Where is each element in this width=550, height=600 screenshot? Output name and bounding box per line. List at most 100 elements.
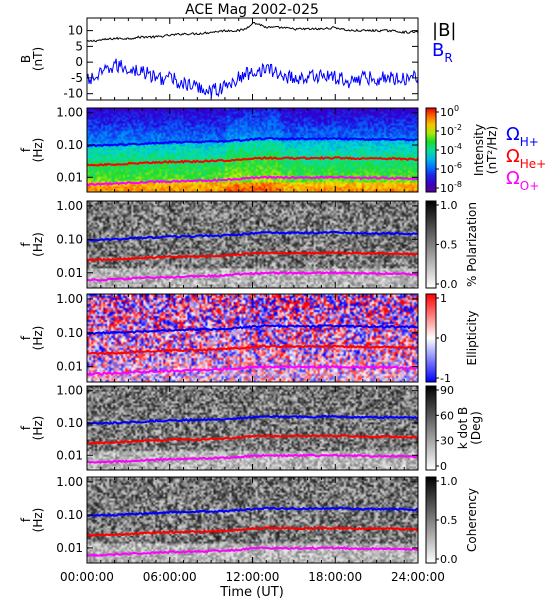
colorbar-tick-label: 1.0 [440, 475, 458, 488]
colorbar-tick-base: 10 [440, 125, 454, 138]
colorbar-tick-label: 1.0 [440, 199, 458, 212]
omega-symbol: Ω [506, 146, 520, 167]
colorbar-tick-label: 0.5 [440, 239, 458, 252]
colorbar-tick-label: 60 [440, 409, 454, 422]
y-tick-label: 0.01 [56, 170, 83, 184]
x-tick-label: 24:00:00 [391, 570, 445, 584]
y-axis-label-bottom: (Hz) [31, 326, 45, 351]
omega-symbol: Ω [506, 168, 520, 189]
y-tick-label: 1.00 [56, 292, 83, 306]
spectrogram-image [87, 386, 418, 470]
gyrofrequency-line [86, 414, 419, 426]
colorbar-tick-label: 0.0 [440, 553, 458, 566]
colorbar-tick-exponent: 0 [454, 104, 459, 113]
omega-legend-entry: ΩH+ [506, 124, 539, 149]
y-tick-label: 0.10 [56, 232, 83, 246]
colorbar-tick-exponent: -6 [454, 161, 462, 170]
panels: B(nT)1050-5-10|B|BRf(Hz)1.000.100.011001… [19, 17, 546, 566]
x-tick-label: 00:00:00 [60, 570, 114, 584]
y-axis-label-bottom: (Hz) [31, 416, 45, 441]
y-axis-label-bottom: (Hz) [31, 232, 45, 257]
colorbar-tick-label: 10-4 [440, 142, 462, 157]
y-tick-label: 0.10 [56, 326, 83, 340]
colorbar-label-bottom: (Deg) [469, 411, 483, 445]
y-tick-label: 0 [75, 55, 83, 69]
gyrofrequency-line [86, 155, 419, 167]
y-axis-label: f(Hz) [19, 232, 45, 257]
colorbar-tick-base: 10 [440, 163, 454, 176]
gyrofrequency-line [86, 270, 419, 282]
y-axis-label: f(Hz) [19, 416, 45, 441]
y-tick-label: 0.10 [56, 138, 83, 152]
y-tick-label: 5 [75, 39, 83, 53]
y-axis-label: f(Hz) [19, 138, 45, 163]
colorbar-tick-label: 0.5 [440, 514, 458, 527]
colorbar-tick-label: 0.0 [440, 278, 458, 291]
colorbar: 1.0 0.5 0.0 % Polarization [425, 199, 479, 291]
colorbar-label: Intensity (nT²/Hz) [472, 124, 499, 176]
panel-3: f(Hz) 1.00 0.10 0.01 1.0 0.5 0.0 % Polarization [19, 199, 479, 291]
gyrofrequency-line [86, 453, 419, 464]
colorbar-tick-exponent: -8 [454, 180, 462, 189]
y-axis-label-top: f [19, 335, 33, 340]
gyrofrequency-line [86, 175, 419, 187]
panel-4: f(Hz) 1.00 0.10 0.01 1 0 -1 Ellipticity [19, 292, 479, 385]
omega-subscript: H+ [520, 135, 539, 149]
colorbar-tick-label: 10-2 [440, 123, 462, 138]
gyrofrequency-line [87, 230, 418, 242]
colorbar-bar [425, 476, 437, 564]
colorbar-tick-label: 100 [440, 104, 459, 119]
y-axis-label-bottom: (Hz) [31, 138, 45, 163]
gyrofrequency-line [87, 526, 419, 538]
colorbar-bar [425, 385, 437, 471]
legend-entry-subscript: R [444, 51, 452, 65]
omega-symbol: Ω [506, 124, 520, 145]
colorbar-label: k dot B (Deg) [456, 407, 483, 449]
omega-subscript: He+ [520, 157, 546, 171]
x-tick-label: 18:00:00 [308, 570, 362, 584]
colorbar-tick-base: 10 [440, 106, 454, 119]
y-tick-label: 0.10 [56, 508, 83, 522]
y-axis-label-bottom: (nT) [31, 47, 45, 71]
y-tick-label: -10 [63, 87, 83, 101]
legend-entry-name: B [432, 40, 444, 61]
gyrofrequency-line [86, 250, 419, 262]
y-axis-label-top: f [19, 425, 33, 430]
panel-5: f(Hz) 1.00 0.10 0.01 90 60 30 0 k dot B (Deg) [19, 384, 483, 473]
y-tick-label: 1.00 [56, 199, 83, 213]
colorbar-label-top: Coherency [465, 488, 479, 552]
colorbar-label-bottom: (nT²/Hz) [485, 126, 499, 174]
colorbar: 1 0 -1 Ellipticity [425, 292, 479, 385]
colorbar-bar [425, 293, 437, 383]
colorbar-tick-label: 0 [440, 460, 447, 473]
x-tick-label: 12:00:00 [226, 570, 280, 584]
colorbar-tick-exponent: -2 [454, 123, 462, 132]
omega-subscript: O+ [520, 179, 540, 193]
colorbar-label-top: k dot B [456, 407, 470, 449]
omega-legend-entry: ΩHe+ [506, 146, 546, 171]
y-tick-label: 0.01 [56, 360, 83, 374]
colorbar-bar [425, 200, 437, 289]
y-axis-label: f(Hz) [19, 508, 45, 533]
y-axis-label-top: f [19, 517, 33, 522]
colorbar-tick-base: 10 [440, 182, 454, 195]
legend-entry: |B| [432, 20, 456, 41]
y-axis-label-bottom: (Hz) [31, 508, 45, 533]
y-tick-label: 1.00 [56, 475, 83, 489]
colorbar-tick-label: 90 [440, 384, 454, 397]
gyrofrequency-line [86, 506, 419, 518]
gyrofrequency-line [86, 364, 419, 376]
y-tick-label: 1.00 [56, 106, 83, 120]
y-axis-label: f(Hz) [19, 326, 45, 351]
colorbar-label-top: Ellipticity [465, 311, 479, 366]
y-tick-label: 0.01 [56, 266, 83, 280]
colorbar-label-top: % Polarization [465, 202, 479, 287]
y-tick-label: -5 [71, 71, 83, 85]
panel-6: f(Hz) 1.00 0.10 0.01 1.0 0.5 0.0 Coherency [19, 475, 479, 566]
colorbar-tick-label: 0 [440, 332, 447, 345]
colorbar-label: Coherency [465, 488, 479, 552]
y-axis-label: B(nT) [19, 47, 45, 71]
